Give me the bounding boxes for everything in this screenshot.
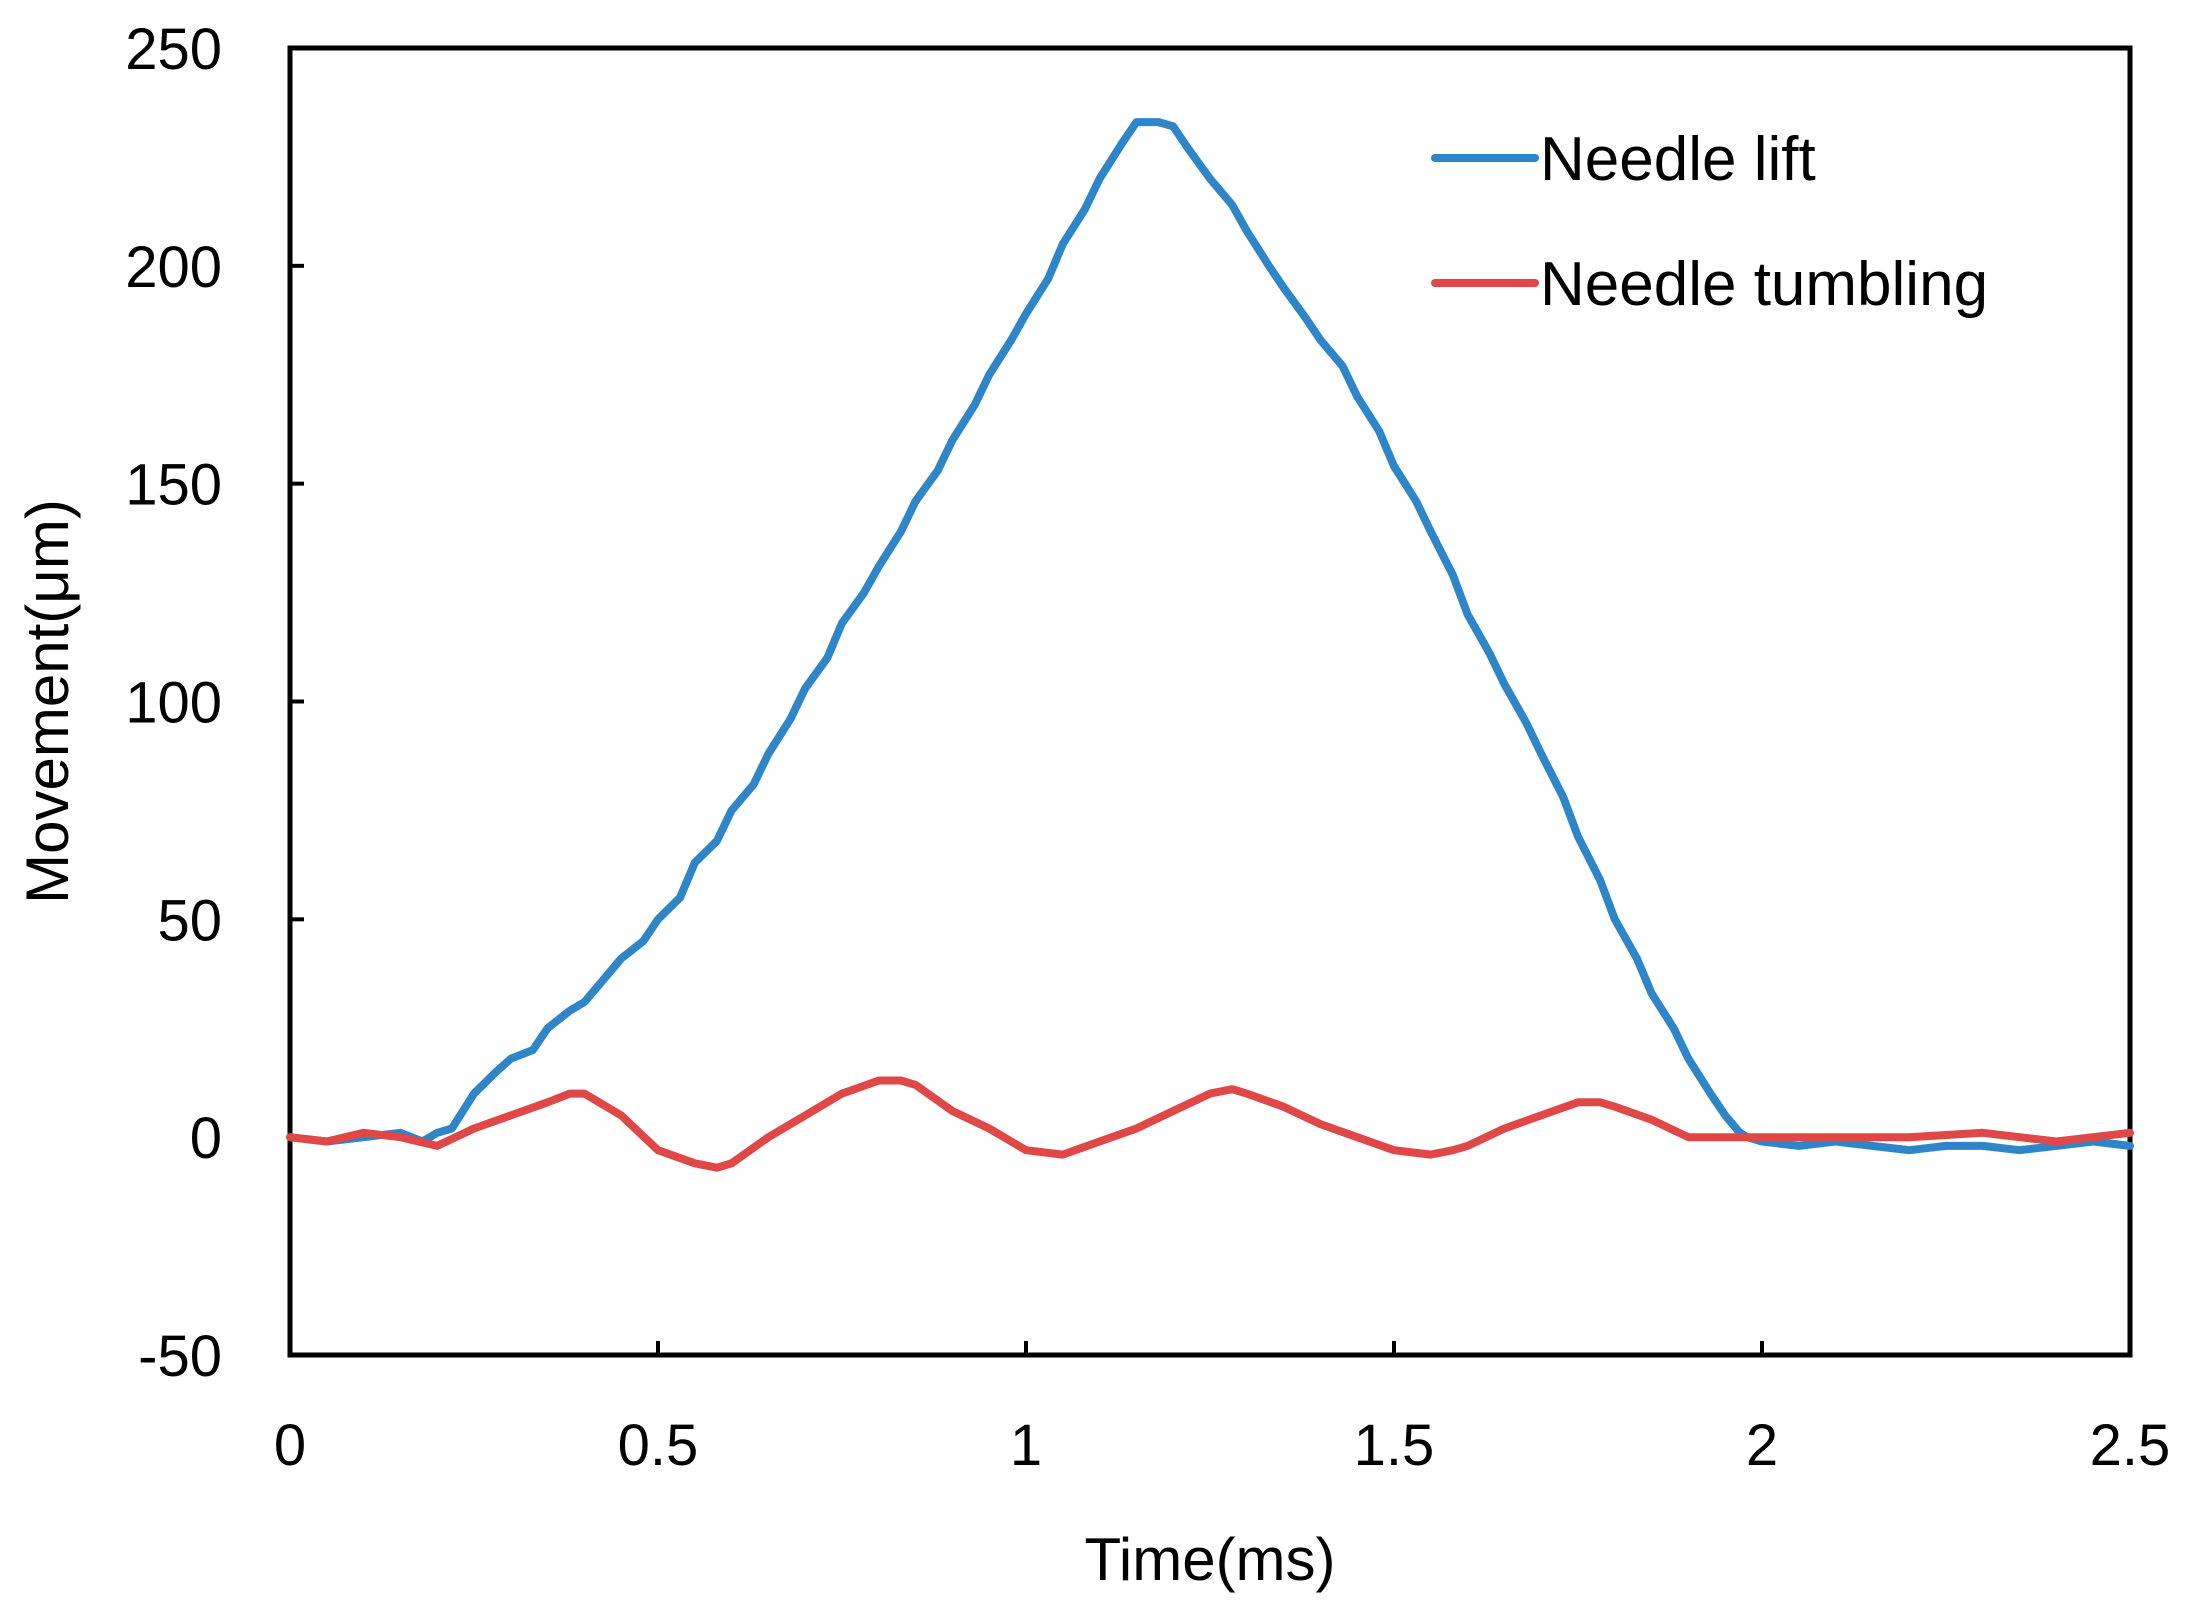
x-axis-title: Time(ms) <box>1084 1526 1335 1593</box>
legend-label-needle-tumbling: Needle tumbling <box>1540 250 1988 319</box>
x-tick-label: 0.5 <box>618 1413 699 1478</box>
series-lines <box>286 118 2134 1172</box>
y-tick-label: 150 <box>125 453 222 518</box>
y-tick-label: -50 <box>138 1324 222 1389</box>
y-tick-label: 250 <box>125 17 222 82</box>
x-tick-label: 1.5 <box>1354 1413 1435 1478</box>
x-axis: 0 0.5 1 1.5 2 2.5 <box>274 1341 2170 1478</box>
y-tick-label: 200 <box>125 235 222 300</box>
y-axis: -50 0 50 100 150 200 250 <box>125 17 304 1389</box>
series-line-needle-tumbling <box>286 1076 2134 1172</box>
y-tick-label: 0 <box>190 1106 222 1171</box>
plot-frame <box>287 45 2133 1358</box>
y-tick-label: 50 <box>157 888 222 953</box>
plot-area <box>287 45 2133 1358</box>
x-tick-label: 0 <box>274 1413 306 1478</box>
y-tick-label: 100 <box>125 671 222 736</box>
y-axis-title: Movement(μm) <box>14 499 81 904</box>
x-tick-label: 2 <box>1746 1413 1778 1478</box>
legend: Needle lift Needle tumbling <box>1431 125 1988 319</box>
legend-label-needle-lift: Needle lift <box>1540 125 1816 194</box>
series-line-needle-lift <box>286 118 2134 1155</box>
x-tick-label: 2.5 <box>2090 1413 2171 1478</box>
x-tick-label: 1 <box>1010 1413 1042 1478</box>
